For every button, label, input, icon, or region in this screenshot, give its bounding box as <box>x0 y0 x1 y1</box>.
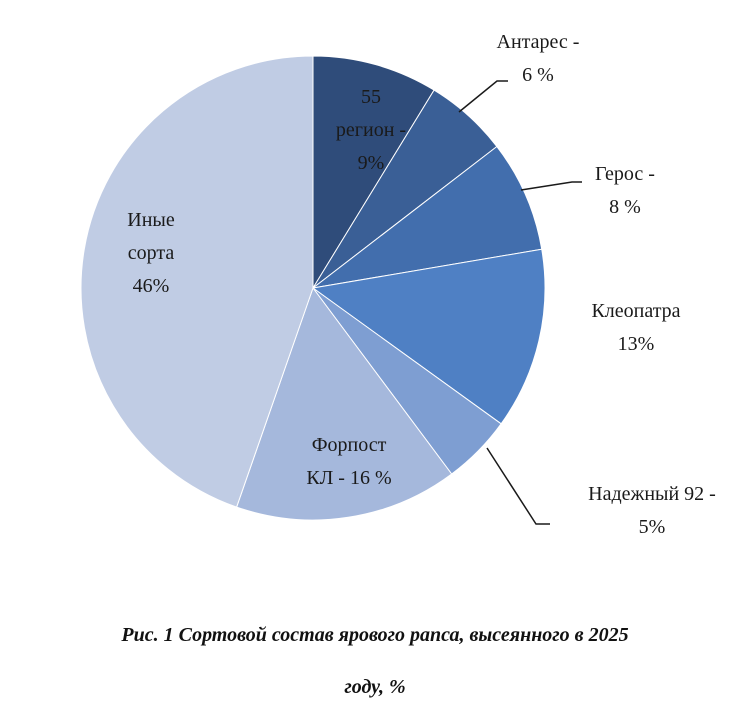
pie-slice-geros <box>312 145 543 289</box>
pie-slice-kleopatra <box>311 248 546 425</box>
slice-label-geros: Герос - 8 % <box>595 163 655 218</box>
pie-slices <box>80 55 546 521</box>
slice-label-forpost-kl: Форпост КЛ - 16 % <box>306 434 391 489</box>
slice-label-line: 46% <box>133 275 170 297</box>
slice-label-line: Клеопатра <box>591 300 680 322</box>
slice-label-line: Герос - <box>595 163 655 185</box>
slice-label-line: 6 % <box>522 64 554 86</box>
slice-label-line: 55 <box>361 86 381 108</box>
leader-line-nadezhny-92 <box>486 447 550 525</box>
figure-caption-line-2: году, % <box>344 676 406 698</box>
slice-labels: 55 регион - 9% Антарес - 6 % Герос - 8 % Клеопа… <box>127 31 716 538</box>
slice-label-line: 9% <box>358 152 385 174</box>
slice-label-inye-sorta: Иные сорта 46% <box>127 209 175 297</box>
slice-label-line: Антарес - <box>497 31 580 53</box>
leader-line-antares <box>458 80 508 113</box>
pie-chart: 55 регион - 9% Антарес - 6 % Герос - 8 % Клеопа… <box>80 31 716 538</box>
slice-label-line: Надежный 92 - <box>588 483 716 505</box>
slice-label-nadezhny-92: Надежный 92 - 5% <box>588 483 716 538</box>
slice-label-line: КЛ - 16 % <box>306 467 391 489</box>
slice-label-line: 13% <box>618 333 655 355</box>
slice-label-line: сорта <box>128 242 175 264</box>
slice-label-line: регион - <box>336 119 406 141</box>
slice-label-line: Иные <box>127 209 175 231</box>
slice-label-antares: Антарес - 6 % <box>497 31 580 86</box>
slice-label-kleopatra: Клеопатра 13% <box>591 300 680 355</box>
slice-label-line: 8 % <box>609 196 641 218</box>
leader-lines <box>458 80 582 525</box>
slice-label-line: 5% <box>639 516 666 538</box>
pie-slice-inye-sorta <box>80 55 314 508</box>
pie-slice-55-region <box>312 55 435 290</box>
figure-caption-line-1: Рис. 1 Сортовой состав ярового рапса, вы… <box>121 624 629 646</box>
pie-slice-forpost-kl <box>235 286 453 521</box>
leader-line-geros <box>520 181 582 191</box>
slice-label-line: Форпост <box>312 434 387 456</box>
slice-label-55-region: 55 регион - 9% <box>336 86 406 174</box>
